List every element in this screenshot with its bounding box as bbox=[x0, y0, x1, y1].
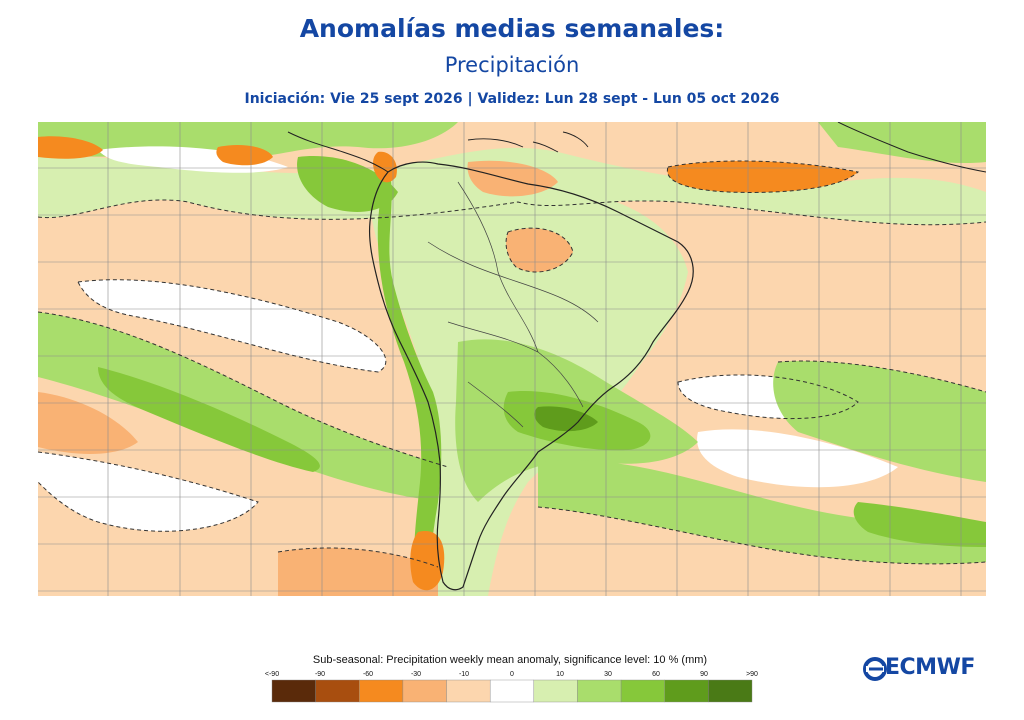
precipitation-anomaly-map bbox=[38, 122, 986, 596]
legend-swatch bbox=[315, 679, 360, 703]
anomaly-brazil-negative bbox=[506, 228, 573, 272]
anomaly-pacific-diagonal-strong bbox=[98, 367, 320, 472]
ecmwf-logo-text: ECMWF bbox=[885, 655, 975, 680]
legend-swatch bbox=[402, 679, 447, 703]
legend-tick-label: 0 bbox=[510, 671, 514, 678]
anomaly-south-atlantic-strong bbox=[853, 502, 986, 547]
legend-tick-label: 30 bbox=[604, 671, 612, 678]
anomaly-white-southatl bbox=[697, 429, 898, 488]
legend-swatch bbox=[359, 679, 404, 703]
color-legend: <-90 -90 -60 -30 -10 0 10 30 60 90 >90 bbox=[265, 671, 758, 703]
legend-tick-label: 10 bbox=[556, 671, 564, 678]
legend-tick-label: 90 bbox=[700, 671, 708, 678]
anomaly-white-pacific bbox=[78, 279, 386, 372]
map-title: Anomalías medias semanales: bbox=[299, 14, 725, 43]
anomaly-ecuador-negative bbox=[373, 151, 397, 183]
anomaly-uruguay-dark-positive bbox=[534, 406, 598, 432]
south-america-coastline bbox=[368, 161, 694, 591]
country-borders bbox=[427, 181, 599, 428]
graticule bbox=[38, 122, 986, 596]
anomaly-white-south bbox=[38, 452, 258, 532]
anomaly-patagonia-negative bbox=[278, 547, 438, 596]
anomaly-caribbean-negative bbox=[467, 160, 558, 197]
anomaly-nw-negative bbox=[216, 145, 273, 166]
validity-dates: Iniciación: Vie 25 sept 2026 | Validez: … bbox=[244, 91, 780, 107]
legend-tick-label: <-90 bbox=[265, 671, 279, 678]
anomaly-atlantic-north-negative bbox=[667, 160, 858, 193]
legend-tick-label: -90 bbox=[315, 671, 325, 678]
legend-swatch bbox=[708, 679, 753, 703]
significance-contours bbox=[38, 160, 986, 568]
anomaly-white-north bbox=[98, 146, 288, 173]
africa-coastline bbox=[837, 122, 986, 173]
legend-tick-label: 60 bbox=[652, 671, 660, 678]
legend-swatch bbox=[489, 679, 535, 703]
central-america-coastline bbox=[287, 131, 389, 173]
anomaly-pacific-nw-negative bbox=[38, 136, 103, 159]
legend-title: Sub-seasonal: Precipitation weekly mean … bbox=[312, 654, 708, 666]
legend-tick-label: -30 bbox=[411, 671, 421, 678]
legend-swatch bbox=[620, 679, 665, 703]
legend-swatch bbox=[577, 679, 622, 703]
anomaly-east-atlantic-positive bbox=[773, 361, 986, 482]
legend-swatch bbox=[664, 679, 709, 703]
anomaly-patagonia-strong-negative bbox=[410, 531, 445, 591]
legend-tick-label: -60 bbox=[363, 671, 373, 678]
anomaly-pacific-west-negative bbox=[38, 392, 138, 454]
legend-tick-label: -10 bbox=[459, 671, 469, 678]
legend-swatch bbox=[271, 679, 316, 703]
anomaly-south-atlantic-positive bbox=[538, 460, 986, 564]
legend-swatch bbox=[446, 679, 491, 703]
map-subtitle: Precipitación bbox=[444, 53, 580, 77]
legend-tick-label: >90 bbox=[746, 671, 758, 678]
anomaly-andes-positive bbox=[377, 162, 442, 596]
ecmwf-logo-icon bbox=[863, 657, 887, 681]
caribbean-islands bbox=[467, 131, 589, 153]
legend-swatch bbox=[533, 679, 578, 703]
anomaly-pacific-diagonal-positive bbox=[38, 312, 448, 502]
